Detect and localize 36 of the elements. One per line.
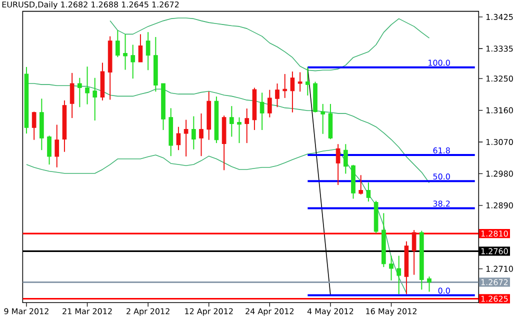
candlestick [358,174,364,196]
candlestick [54,124,60,168]
candlestick [237,117,242,144]
candlestick [427,276,432,292]
candlestick [146,32,150,71]
candlestick [70,72,74,119]
line-series [110,18,430,72]
candlestick [78,78,82,108]
candlestick [32,111,36,141]
candlestick [275,83,280,108]
candlestick [389,255,394,282]
candlestick [298,72,302,92]
candlestick [176,126,181,151]
candlestick [199,113,204,157]
candlestick [47,135,52,166]
candlestick [229,106,234,138]
candlestick [396,255,402,295]
candlestick [305,67,310,96]
candlestick [260,92,264,131]
candlestick [343,144,348,174]
candlestick [267,90,272,118]
candlestick [184,119,188,158]
candlestick [123,34,128,70]
candlestick [244,108,250,144]
candlestick [290,71,295,114]
candlestick [412,230,416,276]
candlestick [138,34,143,63]
candlestick [192,116,196,150]
candlestick [92,78,98,122]
candlestick [320,104,326,135]
candlestick [366,182,371,202]
candlestick [116,30,120,58]
candlestick [282,74,288,99]
candlestick [85,66,90,105]
candlestick [336,144,340,186]
candlestick [130,44,136,80]
